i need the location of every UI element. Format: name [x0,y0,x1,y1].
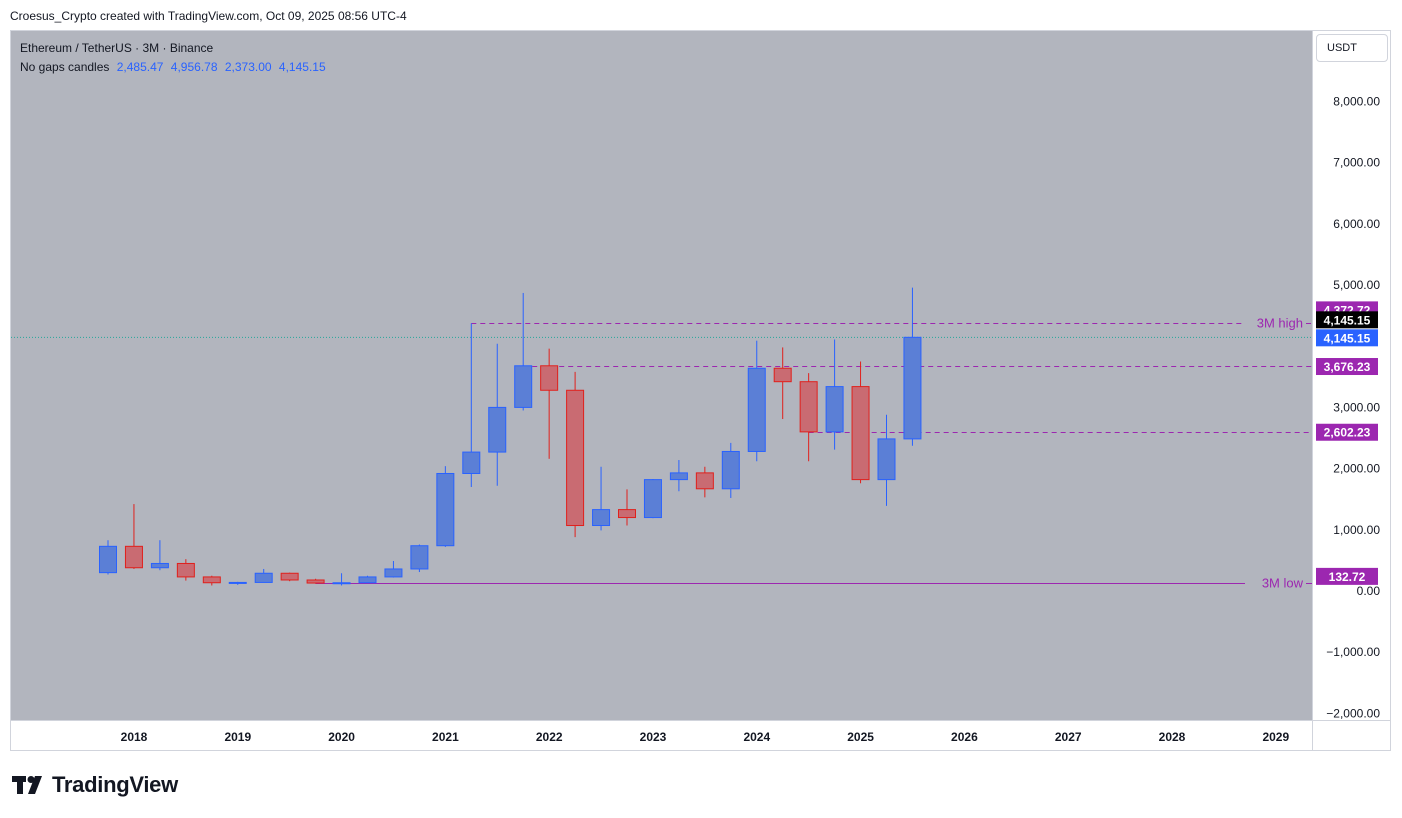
candle-body [669,472,688,481]
candle-body [514,365,533,408]
candle-body [410,545,429,570]
level-label: 3M low [1262,576,1304,591]
price-badge-label: 2,602.23 [1324,426,1371,440]
price-tick-label: −1,000.00 [1326,645,1380,659]
ohlc-high: 4,956.78 [170,60,218,74]
time-axis[interactable] [11,720,1312,750]
time-tick-label: 2019 [224,730,251,744]
candle-body [747,367,766,452]
price-badge [1316,358,1378,376]
candle-body [643,479,662,519]
price-tick-label: 3,000.00 [1333,400,1380,414]
price-badge-label: 132.72 [1329,570,1366,584]
candle-type-label: No gaps candles [20,60,110,74]
symbol-title[interactable]: Ethereum / TetherUS · 3M · Binance [20,41,214,55]
ohlc-open: 2,485.47 [116,60,164,74]
price-tick-label: 7,000.00 [1333,156,1380,170]
time-tick-label: 2018 [121,730,148,744]
candle-body [176,562,195,578]
time-tick-label: 2025 [847,730,874,744]
candle-body [332,582,351,585]
ohlc-readout: No gaps candles 2,485.47 4,956.78 2,373.… [20,58,326,77]
time-tick-label: 2023 [640,730,667,744]
price-axis[interactable] [1312,31,1390,720]
price-badge [1316,329,1378,347]
price-badge-label: 4,145.15 [1324,313,1371,327]
chart-caption: Croesus_Crypto created with TradingView.… [10,9,407,23]
candle-body [488,406,507,453]
price-badge [1316,567,1378,585]
axis-corner [1312,720,1390,750]
price-tick-label: 8,000.00 [1333,94,1380,108]
tradingview-logo-icon [12,776,42,794]
time-tick-label: 2021 [432,730,459,744]
brand-name: TradingView [52,772,178,797]
candle-body [695,472,714,490]
price-badge-label: 4,145.15 [1324,331,1371,345]
time-tick-label: 2026 [951,730,978,744]
candle-body [566,389,585,527]
plot-area[interactable] [11,31,1312,720]
candle-body [254,572,273,583]
price-tick-label: 6,000.00 [1333,217,1380,231]
candle-body [618,509,636,519]
candle-body [721,450,740,490]
candle-body [540,365,559,391]
currency-button[interactable]: USDT [1316,34,1388,62]
candle-body [202,576,221,584]
price-tick-label: 1,000.00 [1333,523,1380,537]
time-tick-label: 2024 [743,730,770,744]
price-badge-label: 3,676.23 [1324,360,1371,374]
candle-body [592,509,611,527]
candle-body [358,576,377,584]
ohlc-close: 4,145.15 [278,60,326,74]
tradingview-brand: TradingView [12,772,178,798]
price-badge [1316,311,1378,329]
candle-body [436,472,455,547]
candle-body [877,438,896,481]
candle-body [825,386,844,433]
time-tick-label: 2020 [328,730,355,744]
price-badge [1316,423,1378,441]
time-tick-label: 2027 [1055,730,1082,744]
time-tick-label: 2028 [1159,730,1186,744]
candle-body [462,451,481,474]
candle-body [150,562,169,569]
candle-body [306,579,325,584]
candle-body [773,367,792,383]
ohlc-low: 2,373.00 [224,60,272,74]
price-tick-label: −2,000.00 [1326,706,1380,720]
candle-body [99,545,117,574]
candle-body [799,381,818,433]
candle-body [851,386,870,481]
time-tick-label: 2029 [1262,730,1289,744]
price-tick-label: 0.00 [1357,584,1381,598]
time-tick-label: 2022 [536,730,563,744]
level-label: 3M high [1257,316,1303,331]
candle-body [384,568,403,578]
price-tick-label: 2,000.00 [1333,462,1380,476]
candle-body [280,572,299,581]
candle-body [903,336,922,440]
candle-body [124,545,143,569]
candle-body [228,581,247,584]
chart-legend: Ethereum / TetherUS · 3M · Binance No ga… [20,39,326,77]
price-tick-label: 5,000.00 [1333,278,1380,292]
